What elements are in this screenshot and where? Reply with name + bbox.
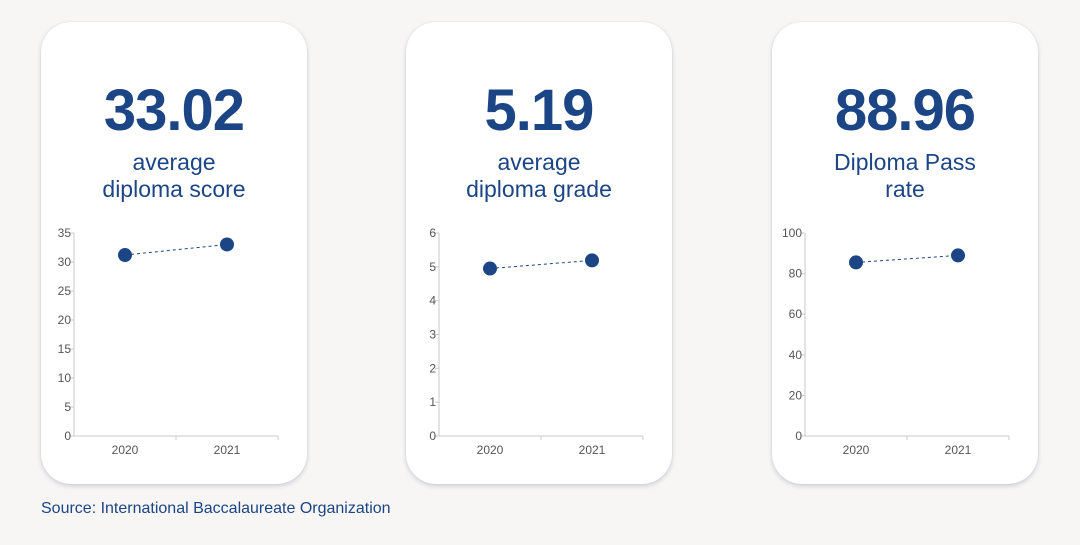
stat-value: 5.19 — [484, 78, 595, 143]
stat-caption: average diploma grade — [406, 149, 672, 203]
stat-card-average-diploma-grade: 5.19 average diploma grade 0 1 2 3 4 5 6 2020 20… — [406, 22, 672, 484]
data-point — [951, 248, 965, 263]
y-tick-label: 5 — [429, 260, 436, 274]
chart-average-diploma-score: 0 5 10 15 20 25 30 35 2020 2021 — [58, 226, 279, 457]
stat-caption-line: Diploma Pass — [834, 149, 976, 175]
y-tick-label: 2 — [429, 361, 436, 375]
x-tick-label: 2020 — [843, 443, 870, 457]
stat-caption-line: diploma grade — [466, 176, 612, 202]
x-tick-label: 2020 — [477, 443, 504, 457]
y-tick-label: 3 — [429, 328, 436, 342]
data-point — [483, 261, 497, 276]
stat-value: 88.96 — [834, 78, 976, 143]
series-line — [124, 243, 228, 256]
y-tick-label: 30 — [58, 255, 72, 269]
y-tick-label: 10 — [58, 371, 72, 385]
data-point — [118, 248, 132, 263]
y-tick-label: 0 — [429, 429, 436, 443]
stat-value: 33.02 — [103, 78, 245, 143]
data-point — [849, 255, 863, 270]
y-tick-label: 0 — [795, 429, 802, 443]
chart-diploma-pass-rate: 0 20 40 60 80 100 2020 2021 — [782, 226, 1010, 457]
y-tick-label: 1 — [429, 395, 436, 409]
stat-caption: average diploma score — [41, 149, 307, 203]
stat-caption: Diploma Pass rate — [772, 149, 1038, 203]
y-tick-label: 25 — [58, 284, 72, 298]
stat-card-average-diploma-score: 33.02 average diploma score 0 5 10 15 20 25 30… — [41, 22, 307, 484]
y-tick-label: 35 — [58, 226, 72, 240]
stat-caption-line: average — [132, 149, 216, 175]
y-tick-label: 15 — [58, 342, 72, 356]
stat-caption-line: average — [497, 149, 581, 175]
stat-caption-line: diploma score — [102, 176, 246, 202]
chart-average-diploma-grade: 0 1 2 3 4 5 6 2020 2021 — [429, 226, 644, 457]
x-tick-label: 2021 — [579, 443, 606, 457]
y-tick-label: 80 — [789, 267, 803, 281]
x-tick-label: 2021 — [214, 443, 241, 457]
x-tick-label: 2021 — [945, 443, 972, 457]
series-line — [855, 254, 959, 263]
source-note: Source: International Baccalaureate Orga… — [41, 500, 391, 517]
x-tick-label: 2020 — [112, 443, 139, 457]
stat-card-diploma-pass-rate: 88.96 Diploma Pass rate 0 20 40 60 80 100 2020… — [772, 22, 1038, 484]
y-tick-label: 6 — [429, 226, 436, 240]
y-tick-label: 60 — [789, 307, 803, 321]
data-point — [220, 237, 234, 252]
series-line — [489, 259, 593, 270]
stat-caption-line: rate — [885, 176, 925, 202]
y-tick-label: 40 — [789, 348, 803, 362]
data-point — [585, 253, 599, 268]
y-tick-label: 20 — [789, 388, 803, 402]
y-tick-label: 20 — [58, 313, 72, 327]
y-tick-label: 4 — [429, 294, 436, 308]
y-tick-label: 5 — [64, 400, 71, 414]
y-tick-label: 100 — [782, 226, 802, 240]
y-tick-label: 0 — [64, 429, 71, 443]
